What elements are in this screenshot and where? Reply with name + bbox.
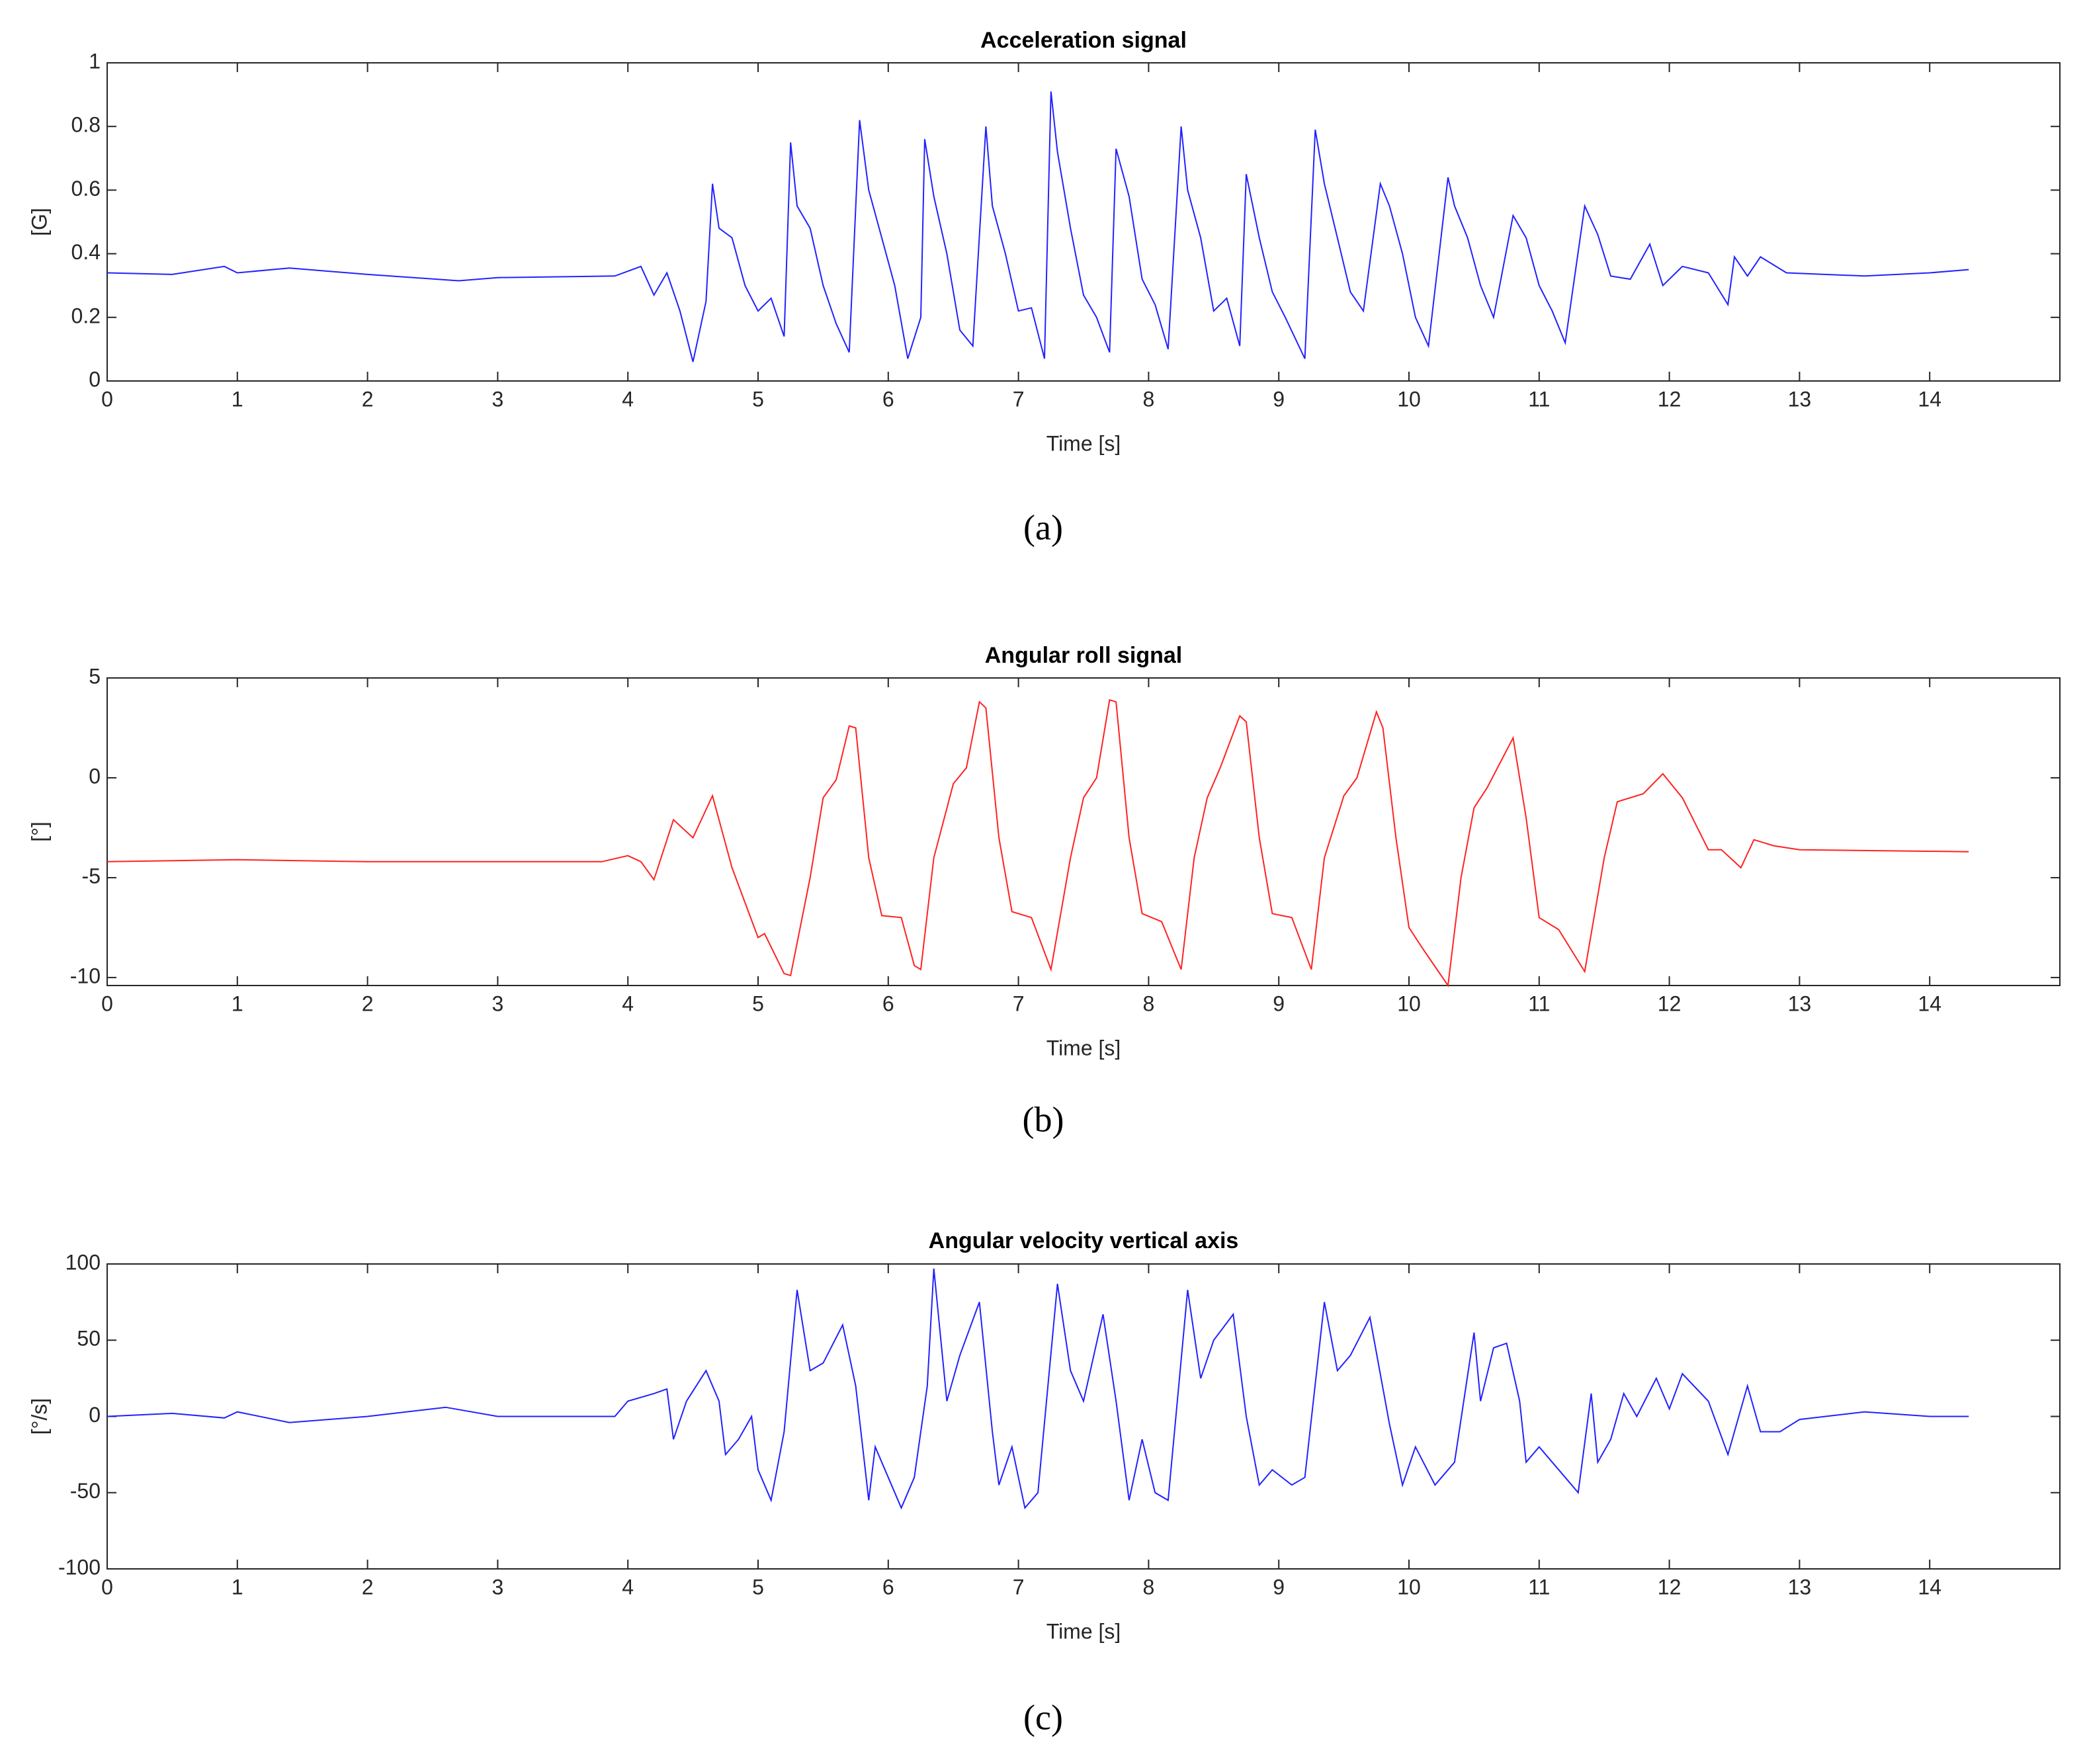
x-tick-label: 12 <box>1658 387 1682 411</box>
y-tick-label: 0 <box>89 764 101 788</box>
x-tick-label: 6 <box>882 387 894 411</box>
x-tick-label: 8 <box>1143 387 1155 411</box>
plot-frame <box>106 62 2061 382</box>
x-tick-label: 7 <box>1013 1575 1025 1599</box>
y-tick-label: -100 <box>58 1555 101 1579</box>
x-tick-label: 11 <box>1528 387 1550 411</box>
data-line <box>106 91 1969 362</box>
x-axis-label: Time [s] <box>1046 1036 1121 1060</box>
y-tick-label: 0.2 <box>71 304 101 327</box>
y-tick-label: 0.4 <box>71 240 101 264</box>
x-tick-label: 10 <box>1397 387 1421 411</box>
caption: (b) <box>1023 1099 1064 1139</box>
x-tick-label: 0 <box>101 1575 113 1599</box>
x-tick-label: 9 <box>1273 1575 1285 1599</box>
x-tick-label: 1 <box>232 387 243 411</box>
x-tick-label: 0 <box>101 387 113 411</box>
y-axis-label: [G] <box>27 208 51 236</box>
data-line <box>106 1268 1969 1510</box>
x-tick-label: 7 <box>1013 387 1025 411</box>
y-tick-label: 0.6 <box>71 177 101 200</box>
x-tick-label: 2 <box>362 991 374 1015</box>
x-tick-label: 5 <box>752 991 764 1015</box>
plot-frame <box>106 1263 2061 1570</box>
x-tick-label: 6 <box>882 991 894 1015</box>
y-tick-label: 0 <box>89 367 101 391</box>
x-tick-label: 4 <box>622 387 634 411</box>
x-tick-label: 3 <box>492 387 504 411</box>
y-tick-label: 0.8 <box>71 113 101 137</box>
x-tick-label: 4 <box>622 1575 634 1599</box>
x-tick-label: 6 <box>882 1575 894 1599</box>
x-tick-label: 13 <box>1788 991 1812 1015</box>
x-tick-label: 10 <box>1397 1575 1421 1599</box>
chart-title: Angular velocity vertical axis <box>929 1228 1239 1253</box>
x-tick-label: 5 <box>752 387 764 411</box>
x-tick-label: 7 <box>1013 991 1025 1015</box>
x-tick-label: 13 <box>1788 1575 1812 1599</box>
data-line <box>106 698 1969 987</box>
chart-title: Angular roll signal <box>985 643 1182 668</box>
plot-frame <box>106 677 2061 986</box>
x-tick-label: 3 <box>492 991 504 1015</box>
y-tick-label: 1 <box>89 49 101 73</box>
x-tick-label: 1 <box>232 1575 243 1599</box>
x-tick-label: 8 <box>1143 991 1155 1015</box>
y-tick-label: 50 <box>77 1327 101 1351</box>
y-tick-label: 5 <box>89 664 101 688</box>
y-tick-label: 100 <box>65 1250 101 1274</box>
x-tick-label: 14 <box>1918 387 1941 411</box>
x-tick-label: 11 <box>1528 1575 1550 1599</box>
caption: (a) <box>1023 507 1063 547</box>
x-axis-label: Time [s] <box>1046 431 1121 455</box>
x-tick-label: 8 <box>1143 1575 1155 1599</box>
y-axis-label: [°/s] <box>27 1398 51 1435</box>
x-tick-label: 2 <box>362 387 374 411</box>
x-tick-label: 12 <box>1658 991 1682 1015</box>
chart-title: Acceleration signal <box>980 28 1187 53</box>
x-axis-label: Time [s] <box>1046 1619 1121 1643</box>
y-tick-label: -10 <box>70 964 101 987</box>
y-tick-label: -50 <box>70 1479 101 1503</box>
x-tick-label: 9 <box>1273 991 1285 1015</box>
y-tick-label: 0 <box>89 1403 101 1427</box>
x-tick-label: 11 <box>1528 991 1550 1015</box>
x-tick-label: 12 <box>1658 1575 1682 1599</box>
x-tick-label: 9 <box>1273 387 1285 411</box>
x-tick-label: 1 <box>232 991 243 1015</box>
x-tick-label: 5 <box>752 1575 764 1599</box>
y-axis-label: [°] <box>27 821 51 842</box>
caption: (c) <box>1023 1697 1063 1737</box>
x-tick-label: 14 <box>1918 991 1941 1015</box>
x-tick-label: 2 <box>362 1575 374 1599</box>
x-tick-label: 4 <box>622 991 634 1015</box>
x-tick-label: 3 <box>492 1575 504 1599</box>
x-tick-label: 13 <box>1788 387 1812 411</box>
x-tick-label: 10 <box>1397 991 1421 1015</box>
y-tick-label: -5 <box>82 864 101 888</box>
x-tick-label: 14 <box>1918 1575 1941 1599</box>
x-tick-label: 0 <box>101 991 113 1015</box>
